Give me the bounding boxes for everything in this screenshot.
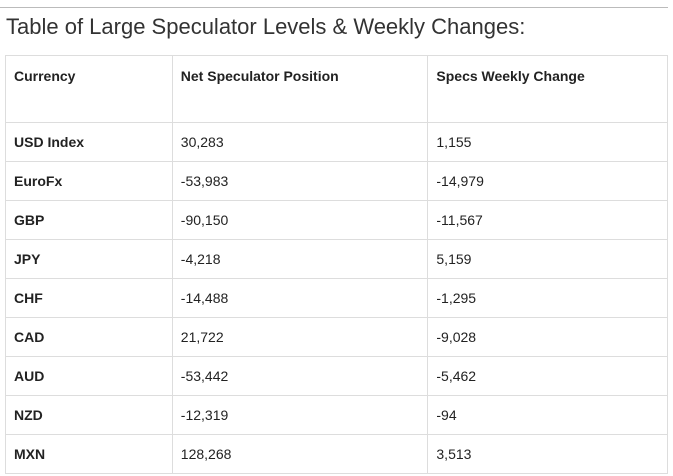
table-row: CAD 21,722 -9,028 (5, 317, 668, 357)
table-cell: -12,319 (171, 395, 429, 435)
table-cell: -5,462 (427, 356, 668, 396)
table-row: CHF -14,488 -1,295 (5, 278, 668, 318)
table-row: EuroFx -53,983 -14,979 (5, 161, 668, 201)
table-cell: GBP (5, 200, 173, 240)
table-cell: -14,488 (171, 278, 429, 318)
divider (0, 7, 668, 8)
table-cell: -11,567 (427, 200, 668, 240)
header-cell: Specs Weekly Change (427, 55, 668, 123)
table: Currency Net Speculator Position Specs Wee… (5, 55, 668, 474)
table-cell: -4,218 (171, 239, 429, 279)
table-row: GBP -90,150 -11,567 (5, 200, 668, 240)
table-cell: 128,268 (171, 434, 429, 474)
table-cell: -53,442 (171, 356, 429, 396)
table-cell: AUD (5, 356, 173, 396)
table-cell: 5,159 (427, 239, 668, 279)
table-row: MXN 128,268 3,513 (5, 434, 668, 474)
header-cell: Net Speculator Position (171, 55, 429, 123)
table-row: AUD -53,442 -5,462 (5, 356, 668, 396)
table-cell: -53,983 (171, 161, 429, 201)
table-cell: CHF (5, 278, 173, 318)
table-cell: NZD (5, 395, 173, 435)
table-cell: JPY (5, 239, 173, 279)
table-cell: USD Index (5, 122, 173, 162)
table-body: USD Index 30,283 1,155 EuroFx -53,983 -14,979… (5, 122, 668, 474)
table-cell: -1,295 (427, 278, 668, 318)
table-cell: MXN (5, 434, 173, 474)
table-row: USD Index 30,283 1,155 (5, 122, 668, 162)
title: Table of Large Speculator Levels & Weekl… (6, 14, 526, 39)
table-cell: 30,283 (171, 122, 429, 162)
table-cell: EuroFx (5, 161, 173, 201)
table-cell: 21,722 (171, 317, 429, 357)
table-cell: -94 (427, 395, 668, 435)
table-row: NZD -12,319 -94 (5, 395, 668, 435)
table-cell: -9,028 (427, 317, 668, 357)
table-cell: 1,155 (427, 122, 668, 162)
table-row: JPY -4,218 5,159 (5, 239, 668, 279)
table-cell: 3,513 (427, 434, 668, 474)
table-cell: CAD (5, 317, 173, 357)
header-row: Currency Net Speculator Position Specs Wee… (5, 55, 668, 123)
header-cell: Currency (5, 55, 173, 123)
table-cell: -14,979 (427, 161, 668, 201)
table-cell: -90,150 (171, 200, 429, 240)
